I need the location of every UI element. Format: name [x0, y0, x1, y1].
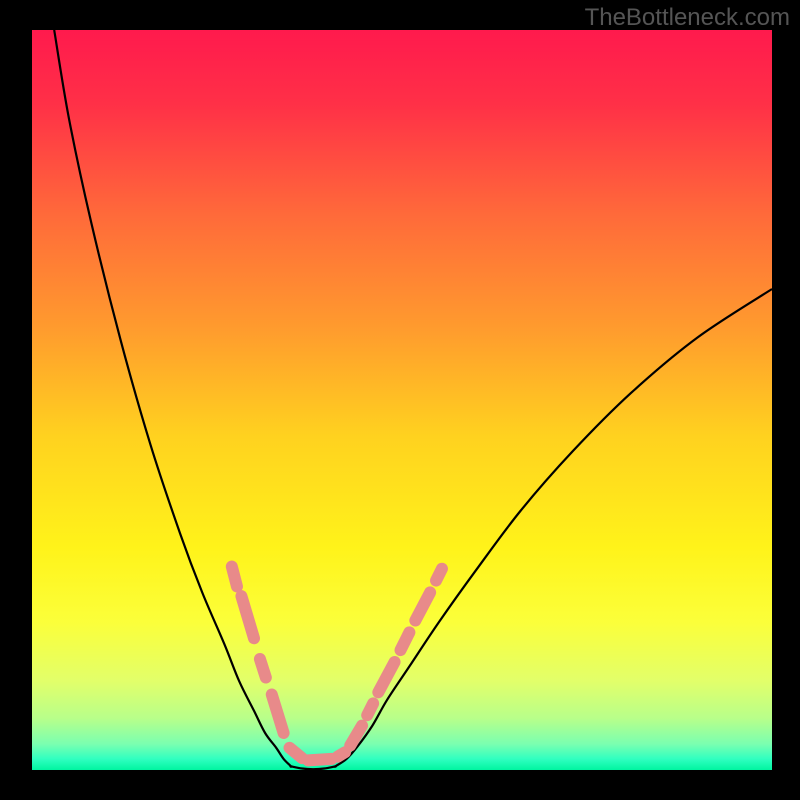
marker-segment: [290, 748, 303, 758]
marker-segment: [308, 759, 332, 760]
marker-segment: [367, 703, 373, 715]
marker-segment: [232, 567, 237, 587]
marker-segment: [401, 632, 410, 650]
marker-segment: [378, 662, 394, 692]
marker-segment: [350, 726, 362, 746]
chart-frame: TheBottleneck.com: [0, 0, 800, 800]
marker-segment: [415, 592, 430, 620]
marker-layer: [32, 30, 772, 770]
marker-segment: [241, 596, 254, 638]
marker-group: [232, 567, 442, 761]
marker-segment: [436, 569, 442, 581]
watermark-text: TheBottleneck.com: [585, 4, 790, 32]
marker-segment: [338, 752, 345, 756]
marker-segment: [260, 659, 266, 678]
marker-segment: [272, 695, 284, 733]
plot-area: [32, 30, 772, 770]
